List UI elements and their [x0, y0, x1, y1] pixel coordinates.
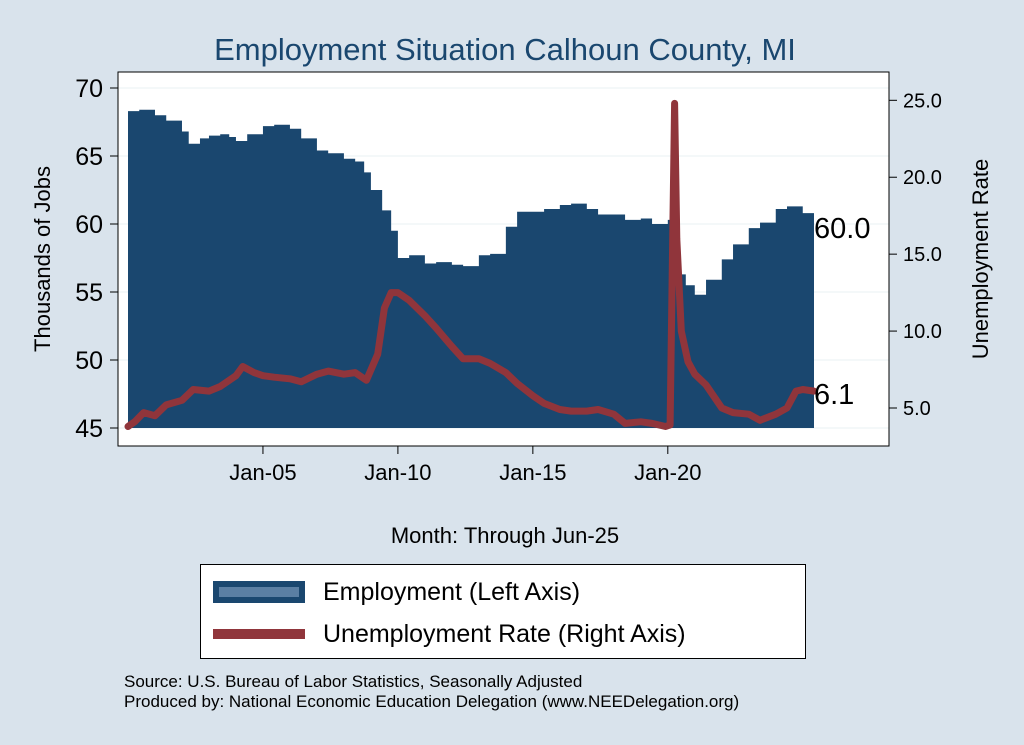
produced-by-line: Produced by: National Economic Education… [124, 692, 740, 711]
x-tick-label: Jan-20 [634, 460, 701, 485]
employment-area-layer [128, 109, 814, 428]
left-axis: 45 50 55 60 65 70 [75, 72, 119, 446]
x-axis: Jan-05 Jan-10 Jan-15 Jan-20 [118, 445, 889, 485]
source-note: Source: U.S. Bureau of Labor Statistics,… [124, 672, 739, 712]
y-left-label: Thousands of Jobs [30, 166, 55, 352]
left-tick-label: 55 [75, 279, 103, 307]
right-axis: 5.0 10.0 15.0 20.0 25.0 [888, 72, 942, 446]
unemployment-end-label: 6.1 [814, 379, 854, 411]
legend-swatch-employment [213, 581, 305, 603]
left-tick-label: 45 [75, 415, 103, 443]
legend: Employment (Left Axis) Unemployment Rate… [200, 564, 806, 659]
right-tick-label: 20.0 [903, 167, 942, 189]
left-tick-label: 65 [75, 143, 103, 171]
legend-label-employment: Employment (Left Axis) [323, 577, 581, 606]
right-tick-label: 25.0 [903, 90, 942, 112]
x-tick-label: Jan-15 [499, 460, 566, 485]
left-tick-label: 60 [75, 211, 103, 239]
employment-end-label: 60.0 [814, 213, 870, 245]
x-tick-label: Jan-10 [364, 460, 431, 485]
right-tick-label: 15.0 [903, 244, 942, 266]
chart-title: Employment Situation Calhoun County, MI [214, 32, 796, 67]
x-axis-label: Month: Through Jun-25 [391, 523, 619, 548]
legend-swatch-unemployment [213, 629, 305, 639]
legend-item-employment: Employment (Left Axis) [213, 575, 580, 609]
legend-label-unemployment: Unemployment Rate (Right Axis) [323, 619, 686, 648]
right-tick-label: 5.0 [903, 398, 931, 420]
legend-item-unemployment: Unemployment Rate (Right Axis) [213, 617, 686, 651]
unemployment-line-layer [124, 99, 818, 430]
y-right-label: Unemployment Rate [968, 159, 993, 360]
left-tick-label: 70 [75, 75, 103, 103]
unemployment-line [124, 99, 818, 430]
right-tick-label: 10.0 [903, 321, 942, 343]
source-line: Source: U.S. Bureau of Labor Statistics,… [124, 672, 583, 691]
x-tick-label: Jan-05 [229, 460, 296, 485]
employment-area [128, 109, 814, 428]
left-tick-label: 50 [75, 347, 103, 375]
